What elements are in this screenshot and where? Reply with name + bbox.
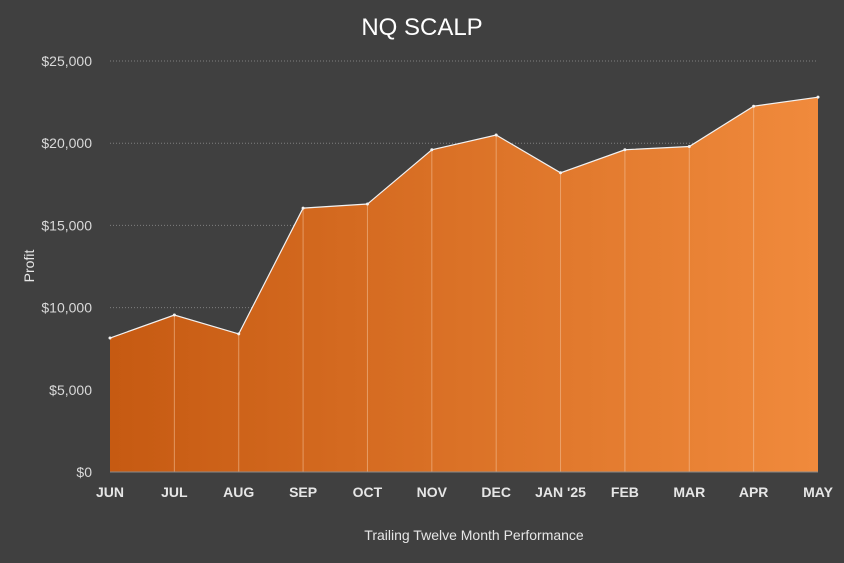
data-point-jan-25: [559, 171, 563, 175]
chart-title: NQ SCALP: [361, 14, 482, 41]
data-point-mar: [687, 144, 691, 148]
x-tick-label: APR: [739, 484, 769, 500]
x-tick-label: OCT: [353, 484, 383, 500]
data-point-jun: [108, 336, 112, 340]
y-tick-label: $5,000: [49, 382, 92, 398]
x-tick-label: JUN: [96, 484, 124, 500]
x-tick-label: MAR: [673, 484, 705, 500]
data-point-feb: [623, 148, 627, 152]
x-tick-label: MAY: [803, 484, 833, 500]
x-tick-label: AUG: [223, 484, 254, 500]
y-axis-title: Profit: [21, 250, 37, 283]
data-point-may: [816, 95, 820, 99]
x-tick-label: JAN '25: [535, 484, 586, 500]
x-axis-title: Trailing Twelve Month Performance: [364, 527, 584, 543]
data-point-jul: [172, 313, 176, 317]
data-point-aug: [237, 332, 241, 336]
area-series: [108, 95, 820, 473]
data-point-apr: [752, 104, 756, 108]
y-tick-label: $0: [76, 464, 92, 480]
x-tick-label: FEB: [611, 484, 639, 500]
data-point-sep: [301, 206, 305, 210]
y-tick-label: $10,000: [41, 300, 92, 316]
data-point-nov: [430, 148, 434, 152]
y-tick-label: $20,000: [41, 135, 92, 151]
x-tick-label: NOV: [417, 484, 448, 500]
y-tick-label: $25,000: [41, 53, 92, 69]
x-tick-label: SEP: [289, 484, 317, 500]
x-tick-label: DEC: [481, 484, 511, 500]
area-outline: [109, 96, 819, 339]
y-axis-ticks: $0 $5,000 $10,000 $15,000 $20,000 $25,000: [41, 53, 92, 480]
x-tick-label: JUL: [161, 484, 188, 500]
x-axis-ticks: JUN JUL AUG SEP OCT NOV DEC JAN '25 FEB MAR APR MAY: [96, 484, 834, 500]
area-fill: [110, 97, 818, 472]
y-tick-label: $15,000: [41, 217, 92, 233]
data-point-oct: [365, 202, 369, 206]
data-point-dec: [494, 133, 498, 137]
